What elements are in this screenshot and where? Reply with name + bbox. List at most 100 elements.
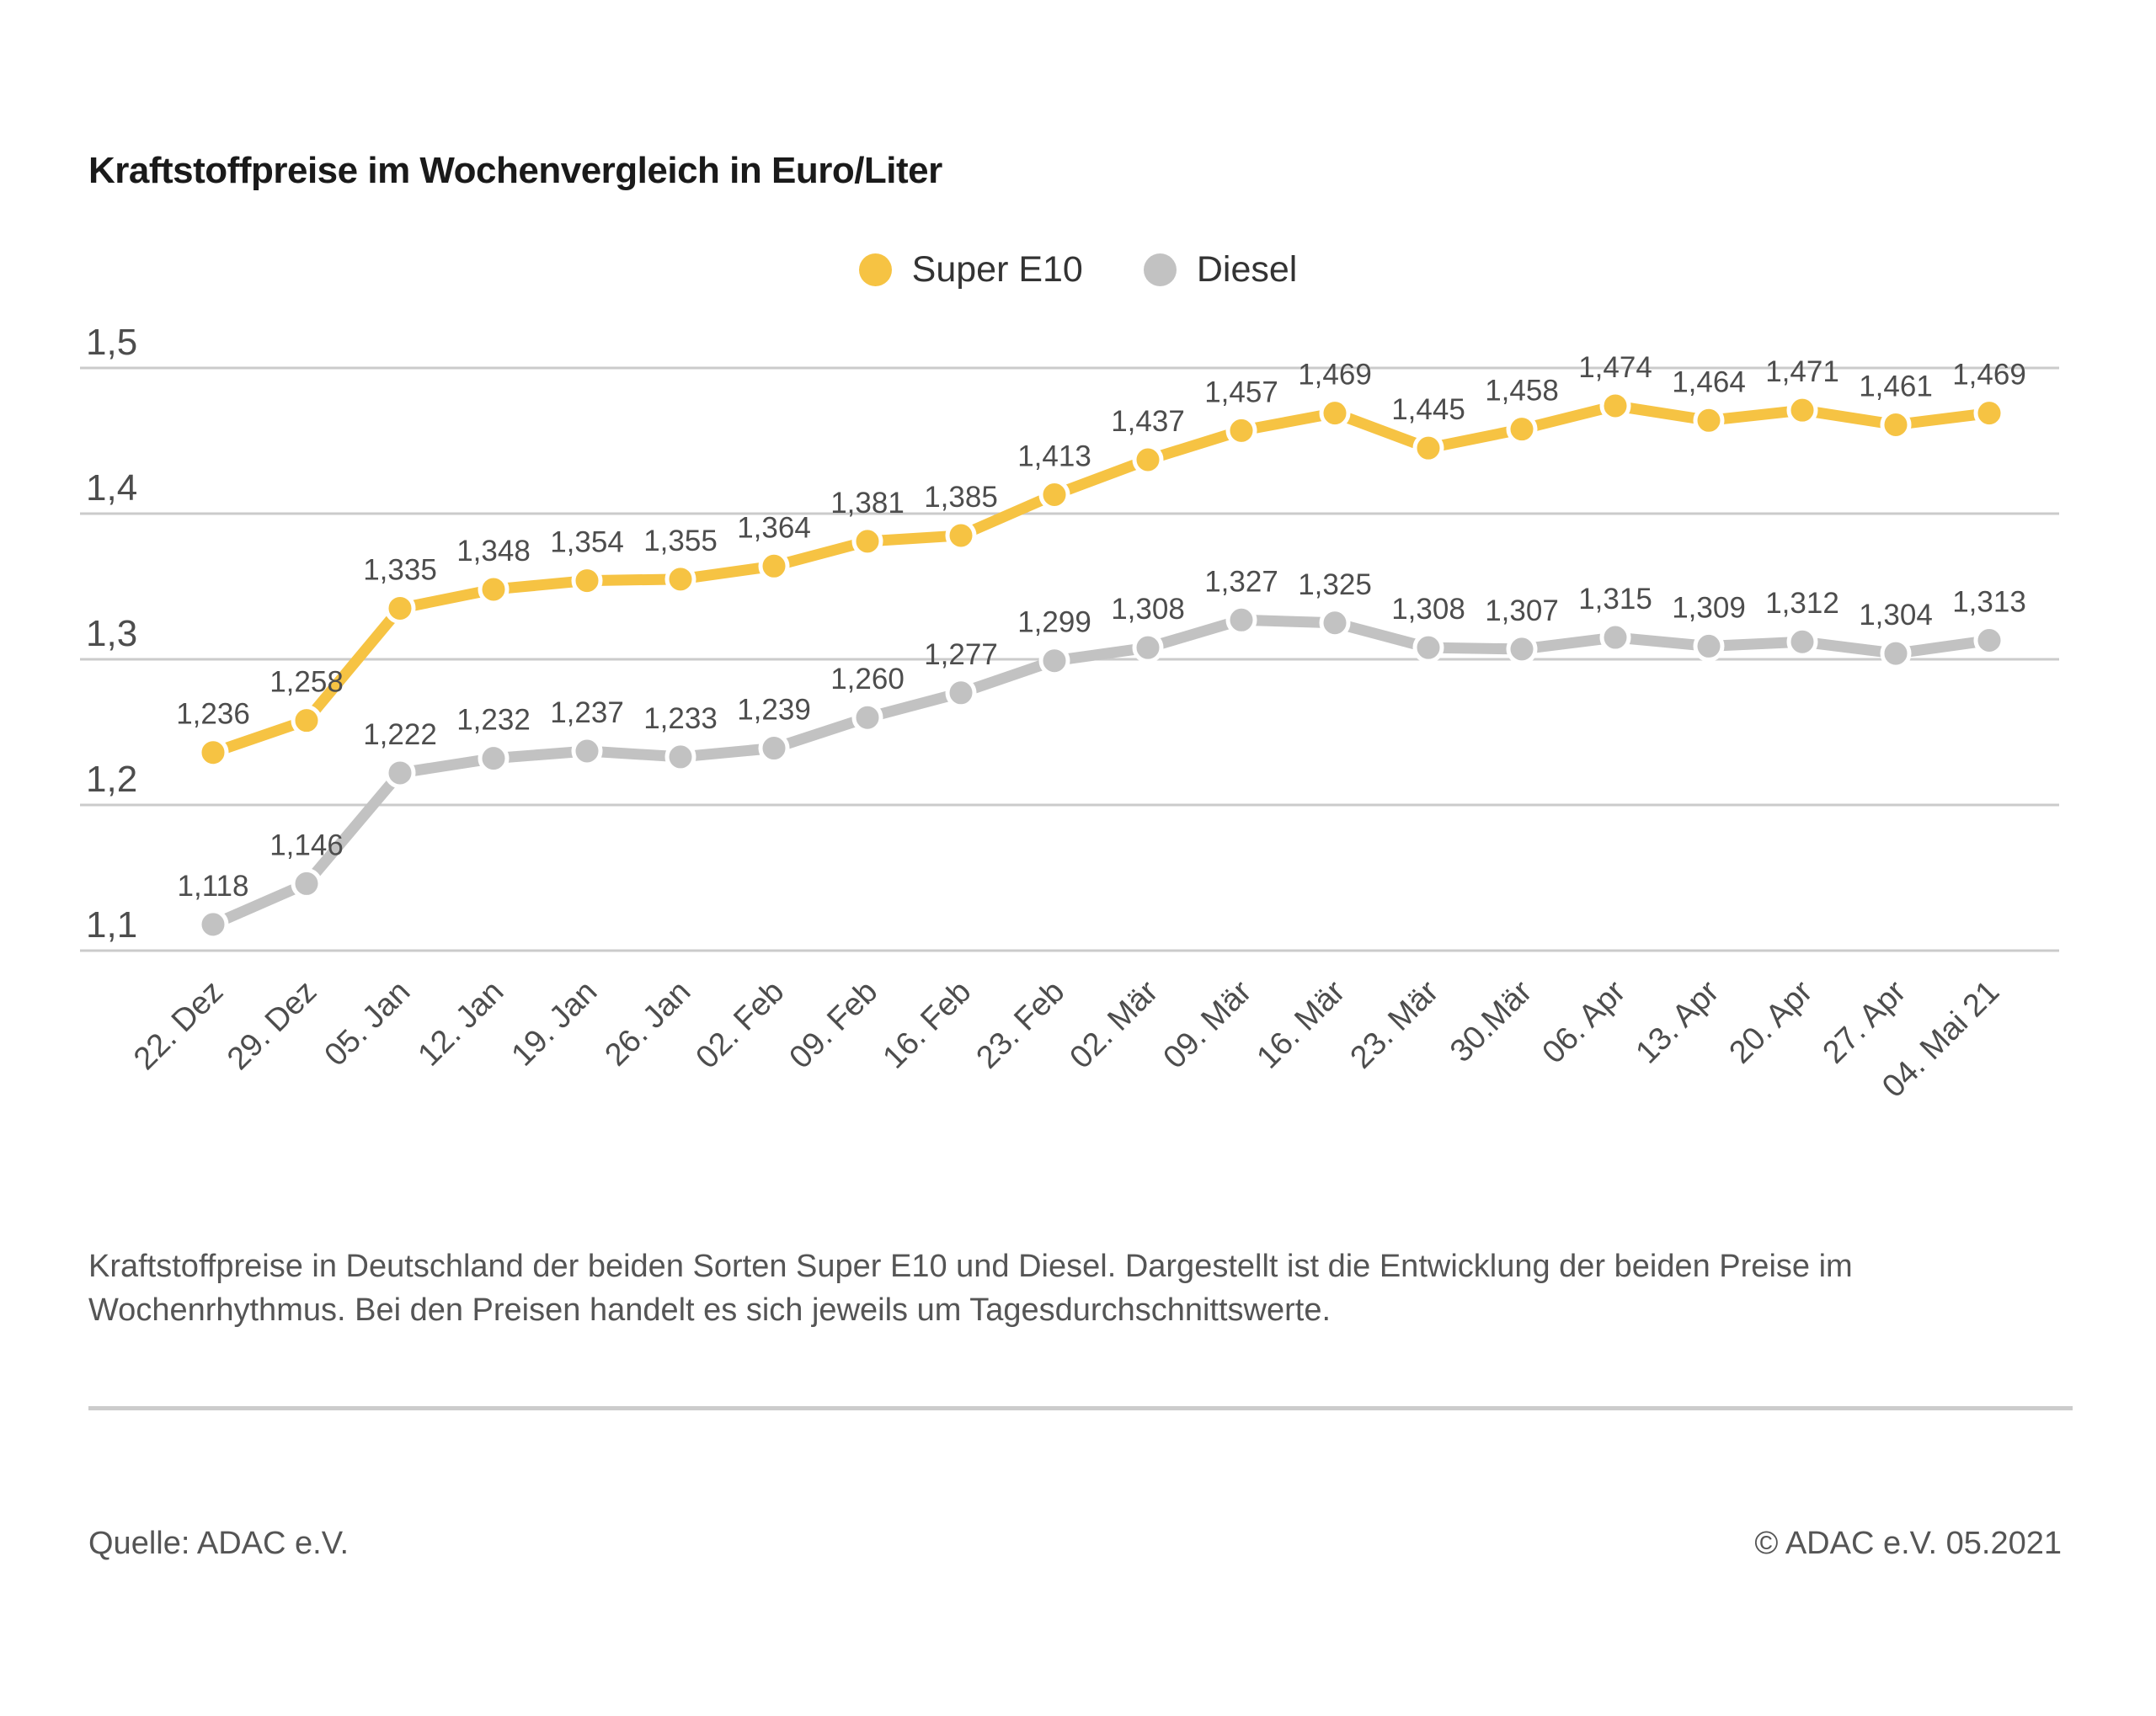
line-segment [398, 753, 495, 779]
data-label: 1,327 [1204, 565, 1278, 598]
x-tick-label: 23. Mär [1344, 973, 1446, 1075]
data-point [291, 705, 323, 737]
x-tick-label: 09. Mär [1157, 973, 1259, 1075]
data-label: 1,308 [1111, 593, 1185, 626]
line-segment [1146, 615, 1243, 653]
data-point [1132, 444, 1164, 476]
data-point [1412, 632, 1444, 663]
data-label: 1,469 [1298, 359, 1372, 392]
line-segment [1521, 632, 1616, 655]
data-point [571, 565, 603, 597]
line-segment [493, 575, 588, 595]
x-tick-label: 23. Feb [970, 974, 1072, 1076]
line-segment [1054, 642, 1149, 667]
data-point [1599, 621, 1631, 653]
x-tick-label: 09. Feb [783, 974, 885, 1076]
x-tick-label: 05. Jan [318, 974, 418, 1074]
data-point [851, 525, 883, 557]
x-tick-label: 19. Jan [505, 974, 605, 1074]
line-segment [772, 536, 869, 572]
line-segment [1332, 408, 1431, 454]
y-tick-label: 1,2 [86, 759, 137, 800]
data-point [384, 757, 416, 789]
data-point [1319, 607, 1351, 639]
data-point [1786, 394, 1818, 426]
line-segment [1241, 614, 1336, 629]
data-label: 1,277 [924, 638, 998, 671]
data-point [1038, 645, 1070, 677]
x-tick-label: 02. Mär [1064, 973, 1166, 1075]
data-label: 1,232 [456, 704, 531, 737]
x-tick-label: 30.Mär [1444, 973, 1540, 1069]
data-point [1786, 626, 1818, 658]
y-tick-label: 1,5 [86, 322, 137, 363]
line-segment [302, 769, 404, 887]
line-segment [958, 655, 1057, 698]
legend-item-diesel: Diesel [1143, 249, 1297, 290]
line-segment [1801, 636, 1897, 659]
data-label: 1,260 [830, 663, 905, 695]
data-point [1412, 432, 1444, 464]
data-label: 1,312 [1765, 587, 1839, 620]
line-segment [1614, 400, 1710, 426]
data-point [1038, 479, 1070, 511]
line-segment [586, 573, 681, 587]
line-segment [211, 715, 309, 758]
data-label: 1,381 [830, 487, 905, 520]
line-segment [398, 584, 495, 614]
line-segment [1240, 408, 1337, 436]
line-segment [867, 530, 962, 547]
data-label: 1,307 [1485, 594, 1559, 627]
data-point [1973, 625, 2005, 657]
x-tick-label: 22. Dez [127, 974, 230, 1077]
data-point [1319, 397, 1351, 429]
data-label: 1,355 [643, 525, 718, 557]
y-tick-label: 1,1 [86, 904, 137, 946]
line-segment [302, 605, 404, 724]
data-label: 1,385 [924, 481, 998, 514]
line-segment [1895, 635, 1990, 659]
data-label: 1,469 [1952, 359, 2026, 392]
data-point [664, 563, 696, 595]
data-label: 1,471 [1765, 355, 1839, 388]
footer-divider [88, 1406, 2073, 1410]
data-label: 1,325 [1298, 568, 1372, 601]
legend-item-super-e10: Super E10 [858, 249, 1083, 290]
line-segment [1333, 617, 1430, 653]
x-tick-label: 20. Apr [1723, 973, 1820, 1070]
source-note: Quelle: ADAC e.V. [88, 1526, 350, 1561]
data-label: 1,445 [1391, 393, 1465, 426]
line-segment [1052, 454, 1150, 500]
data-point [1225, 414, 1257, 446]
data-label: 1,239 [737, 694, 811, 727]
data-label: 1,461 [1859, 370, 1933, 402]
line-segment [1520, 400, 1617, 434]
data-point [291, 867, 323, 899]
data-point [1693, 404, 1725, 436]
data-label: 1,146 [270, 829, 344, 861]
data-label: 1,348 [456, 535, 531, 568]
copyright-note: © ADAC e.V. 05.2021 [1754, 1526, 2062, 1561]
data-label: 1,258 [270, 666, 344, 699]
line-segment [211, 878, 309, 930]
data-label: 1,413 [1017, 440, 1091, 473]
line-segment [1614, 632, 1710, 652]
data-label: 1,237 [550, 696, 624, 729]
data-label: 1,335 [363, 553, 437, 586]
line-segment [866, 687, 963, 723]
data-point [478, 573, 510, 605]
y-tick-label: 1,3 [86, 613, 137, 654]
data-point [571, 735, 603, 767]
data-label: 1,233 [643, 702, 718, 735]
y-tick-label: 1,4 [86, 467, 137, 509]
data-label: 1,364 [737, 511, 811, 544]
x-tick-label: 16. Mär [1251, 973, 1353, 1075]
page-title: Kraftstoffpreise im Wochenvergleich in E… [88, 150, 942, 191]
line-segment [1801, 404, 1897, 430]
data-point [1880, 408, 1912, 440]
data-label: 1,474 [1578, 351, 1652, 384]
data-point [758, 550, 790, 582]
data-point [1973, 397, 2005, 429]
data-label: 1,118 [178, 870, 249, 903]
